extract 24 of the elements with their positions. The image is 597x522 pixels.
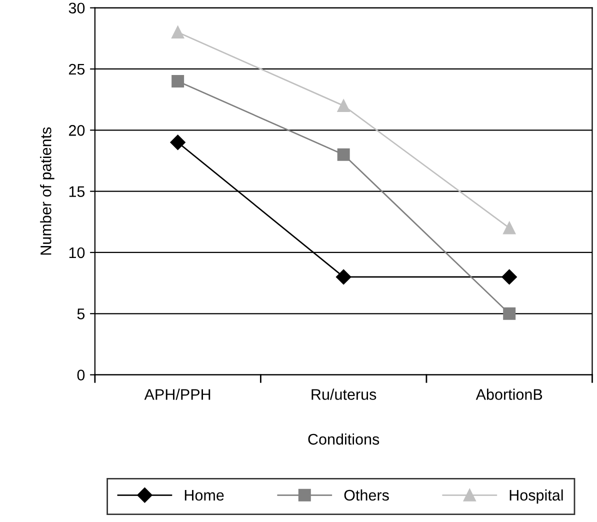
point	[503, 307, 516, 320]
y-axis-title: Number of patients	[40, 127, 54, 255]
point	[336, 269, 352, 285]
y-tick-label: 30	[68, 2, 85, 14]
point	[502, 269, 517, 285]
y-tick-label: 10	[69, 247, 85, 258]
x-tick-label: Ru/uterus	[312, 388, 376, 400]
x-tick-label: AbortionB	[476, 388, 542, 400]
legend-label: Others	[344, 489, 389, 501]
x-tick-label: APH/PPH	[144, 388, 210, 400]
y-tick-label: 15	[69, 186, 85, 197]
x-axis-title: Conditions	[308, 433, 380, 445]
point	[503, 222, 516, 234]
y-tick-label: 5	[77, 308, 85, 320]
point	[172, 74, 184, 88]
legend-label: Hospital	[510, 489, 563, 504]
point	[170, 134, 186, 150]
y-tick-label: 25	[68, 64, 85, 75]
legend-label: Home	[184, 490, 224, 501]
point	[172, 26, 184, 39]
point	[337, 148, 350, 161]
y-tick-label: 20	[68, 125, 85, 136]
point	[337, 99, 350, 112]
y-tick-label: 0	[77, 370, 85, 380]
